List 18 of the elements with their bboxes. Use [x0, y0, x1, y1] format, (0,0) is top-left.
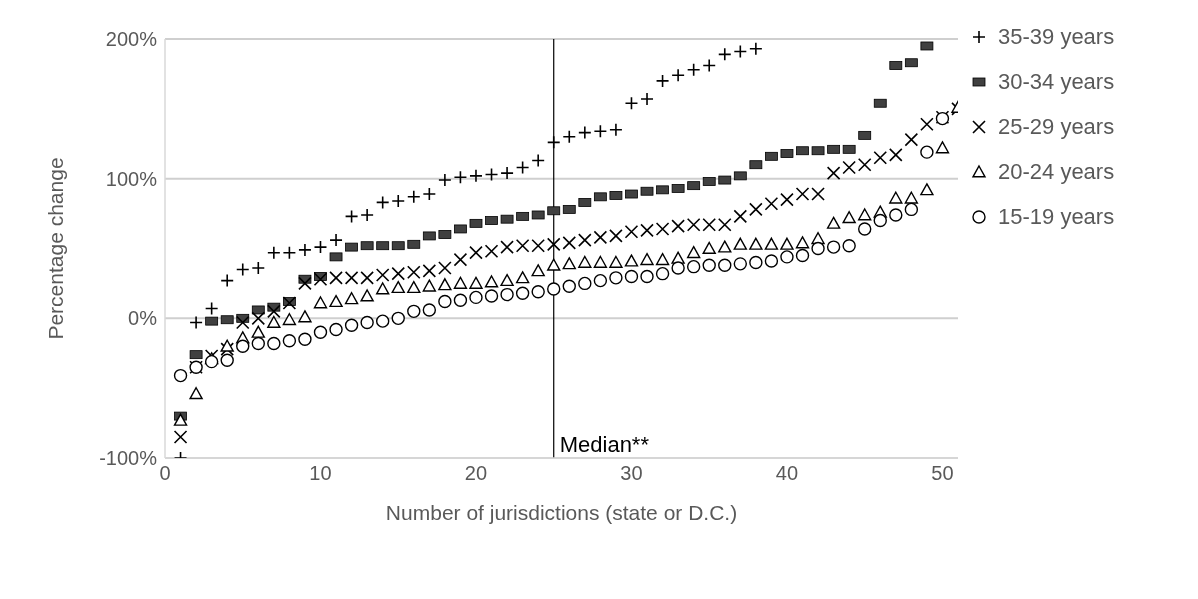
- y-tick-label: 0%: [128, 307, 158, 330]
- legend-label: 15-19 years: [998, 204, 1115, 230]
- x-tick-label: 20: [464, 462, 488, 485]
- legend-label: 35-39 years: [998, 24, 1115, 50]
- x-axis-title: Number of jurisdictions (state or D.C.): [385, 501, 738, 524]
- x-tick-label: 10: [309, 462, 332, 485]
- legend-label: 30-34 years: [998, 69, 1115, 95]
- x-tick-label: 40: [775, 462, 799, 485]
- y-tick-label: -100%: [99, 447, 158, 470]
- y-axis-title: Percentage change: [44, 157, 68, 340]
- legend-label: 25-29 years: [998, 114, 1115, 140]
- ref-line-label: Median**: [559, 432, 650, 457]
- x-tick-label: 0: [159, 462, 171, 485]
- y-tick-label: 200%: [105, 28, 158, 51]
- y-tick-label: 100%: [105, 167, 158, 190]
- x-tick-label: 30: [620, 462, 643, 485]
- x-tick-label: 50: [931, 462, 954, 485]
- legend-label: 20-24 years: [998, 159, 1115, 185]
